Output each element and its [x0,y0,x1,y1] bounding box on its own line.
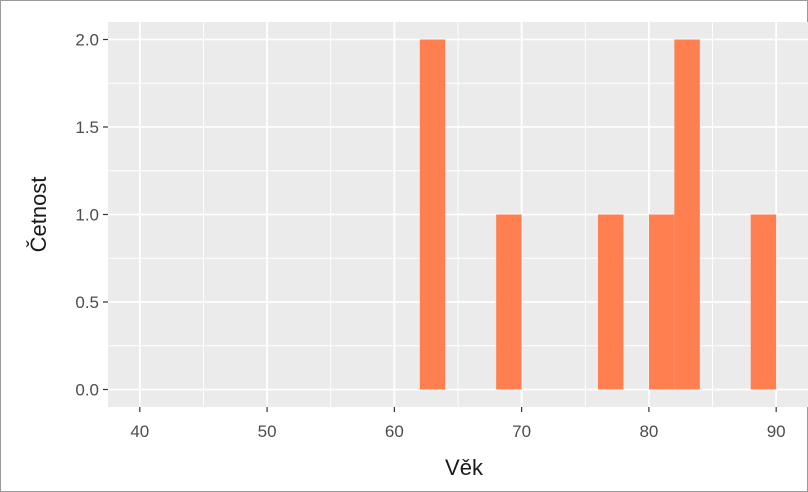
y-tick-label: 2.0 [75,31,99,50]
histogram-bar [750,214,777,390]
histogram-bar [648,214,675,390]
y-tick-label: 0.5 [75,293,99,312]
y-tick-label: 1.0 [75,206,99,225]
histogram-bar [496,214,522,390]
y-axis: 0.0 0.5 1.0 1.5 2.0 [75,31,108,400]
x-tick-label: 60 [385,422,404,441]
y-tick-label: 0.0 [75,381,99,400]
x-tick-label: 50 [258,422,277,441]
x-tick-label: 90 [767,422,786,441]
y-axis-title: Četnost [26,177,51,253]
x-axis: 40 50 60 70 80 90 [130,407,786,441]
x-axis-title: Věk [445,455,484,480]
y-tick-label: 1.5 [75,118,99,137]
histogram-bar [674,39,700,390]
x-tick-label: 80 [639,422,658,441]
x-tick-label: 40 [130,422,149,441]
x-tick-label: 70 [512,422,531,441]
histogram-bars [419,39,777,390]
histogram-bar [419,39,446,390]
histogram-bar [598,214,624,390]
